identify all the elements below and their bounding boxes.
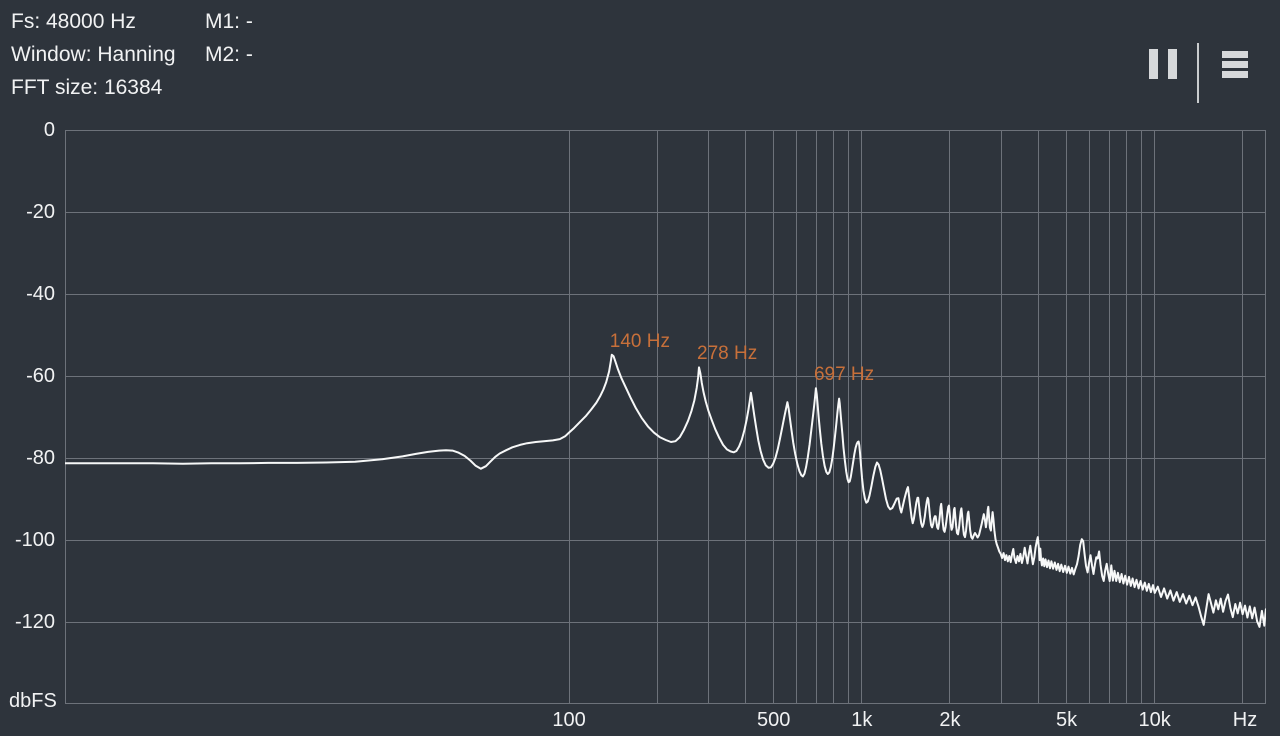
hamburger-menu-icon	[1222, 50, 1248, 78]
peak-frequency-label: 278 Hz	[697, 343, 758, 365]
gridline-vertical	[568, 130, 570, 704]
gridline-vertical	[815, 130, 817, 704]
x-axis-tick-label: 1k	[851, 709, 873, 731]
gridline-vertical	[796, 130, 798, 704]
gridline-vertical	[1089, 130, 1091, 704]
peak-frequency-label: 697 Hz	[813, 364, 875, 386]
gridline-vertical	[656, 130, 658, 704]
menu-button[interactable]	[1213, 42, 1257, 86]
fft-size-label: FFT size: 16384	[11, 76, 163, 99]
gridline-vertical	[1001, 130, 1003, 704]
gridline-vertical	[1242, 130, 1244, 704]
marker2-readout: M2: -	[205, 43, 253, 66]
y-axis-tick-label: -120	[14, 611, 55, 633]
gridline-vertical	[773, 130, 775, 704]
gridline-horizontal	[65, 211, 1266, 213]
y-axis-tick-label: 0	[43, 119, 55, 141]
gridline-horizontal	[65, 621, 1266, 623]
sample-rate-label: Fs: 48000 Hz	[11, 10, 136, 33]
spectrum-trace	[65, 353, 1266, 628]
x-axis-tick-label: 500	[757, 709, 791, 731]
toolbar-divider	[1197, 43, 1199, 103]
y-axis-tick-label: -40	[26, 283, 55, 305]
gridline-vertical	[847, 130, 849, 704]
gridline-vertical	[1125, 130, 1127, 704]
gridline-horizontal	[65, 375, 1266, 377]
window-function-label: Window: Hanning	[11, 43, 176, 66]
x-axis-tick-label: 2k	[939, 709, 961, 731]
x-axis-tick-label: 100	[552, 709, 586, 731]
y-axis-unit-label: dbFS	[9, 690, 57, 712]
marker1-readout: M1: -	[205, 10, 253, 33]
y-axis-tick-label: -80	[26, 447, 55, 469]
gridline-vertical	[832, 130, 834, 704]
gridline-vertical	[1140, 130, 1142, 704]
gridline-vertical	[1037, 130, 1039, 704]
gridline-horizontal	[65, 293, 1266, 295]
gridline-vertical	[949, 130, 951, 704]
gridline-vertical	[708, 130, 710, 704]
gridline-horizontal	[65, 457, 1266, 459]
gridline-vertical	[1154, 130, 1156, 704]
gridline-vertical	[1066, 130, 1068, 704]
gridline-horizontal	[65, 539, 1266, 541]
gridline-vertical	[1108, 130, 1110, 704]
x-axis-tick-label: 5k	[1055, 709, 1078, 731]
y-axis-tick-label: -20	[26, 201, 55, 223]
x-axis-unit-label: Hz	[1232, 709, 1258, 731]
y-axis-tick-label: -100	[14, 529, 55, 551]
plot-frame	[65, 130, 1266, 704]
gridline-vertical	[861, 130, 863, 704]
x-axis-tick-label: 10k	[1138, 709, 1171, 731]
y-axis-tick-label: -60	[26, 365, 55, 387]
gridline-vertical	[744, 130, 746, 704]
pause-button[interactable]	[1141, 42, 1185, 86]
peak-frequency-label: 140 Hz	[609, 330, 670, 352]
pause-icon	[1149, 49, 1177, 79]
